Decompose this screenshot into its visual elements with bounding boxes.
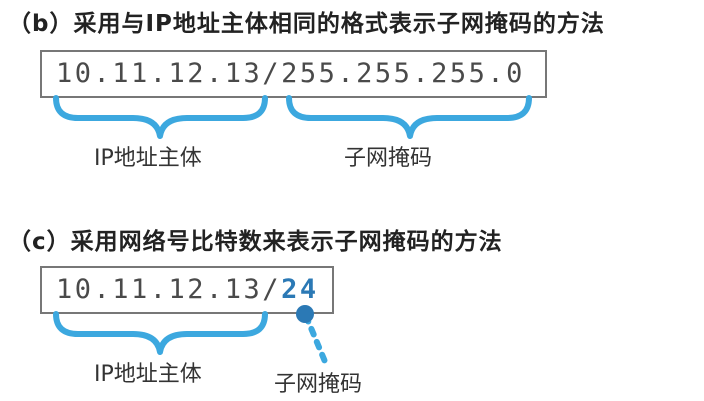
label-ip-host-b: IP地址主体 — [94, 146, 202, 171]
address-host-c: 10.11.12.13/ — [56, 274, 282, 305]
brace-ip-host-b — [53, 95, 268, 139]
address-box-b — [40, 50, 547, 98]
address-prefix-c: 24 — [281, 274, 319, 305]
address-box-c — [40, 266, 334, 314]
section-c-heading: （c）采用网络号比特数来表示子网掩码的方法 — [8, 229, 503, 255]
label-subnet-mask-c: 子网掩码 — [274, 372, 363, 397]
pointer-dot — [296, 305, 314, 323]
pointer-dashed-line — [303, 313, 329, 367]
address-text-b: 10.11.12.13/255.255.255.0 — [56, 60, 525, 87]
label-subnet-mask-b: 子网掩码 — [344, 146, 433, 171]
address-text-c: 10.11.12.13/24 — [56, 276, 319, 303]
brace-subnet-mask-b — [286, 95, 532, 139]
address-host-b: 10.11.12.13/ — [56, 58, 282, 89]
brace-ip-host-c — [53, 311, 268, 355]
address-mask-b: 255.255.255.0 — [281, 58, 525, 89]
section-b-heading: （b）采用与IP地址主体相同的格式表示子网掩码的方法 — [8, 11, 605, 37]
label-ip-host-c: IP地址主体 — [94, 362, 202, 387]
